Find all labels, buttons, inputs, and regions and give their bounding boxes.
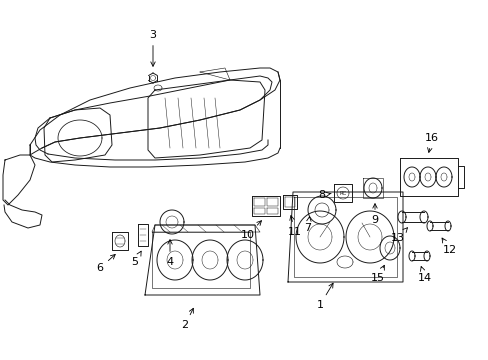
Text: RC: RC bbox=[339, 190, 346, 195]
Text: 16: 16 bbox=[424, 133, 438, 152]
Text: 1: 1 bbox=[316, 283, 332, 310]
Text: 14: 14 bbox=[417, 266, 431, 283]
Text: 8: 8 bbox=[318, 190, 330, 200]
Text: 4: 4 bbox=[166, 240, 173, 267]
Text: 2: 2 bbox=[181, 308, 193, 330]
Text: 15: 15 bbox=[370, 265, 384, 283]
Text: 5: 5 bbox=[131, 251, 141, 267]
Text: 6: 6 bbox=[96, 255, 115, 273]
Text: 3: 3 bbox=[149, 30, 156, 66]
Text: 7: 7 bbox=[304, 217, 311, 233]
Text: 11: 11 bbox=[287, 216, 302, 237]
Text: 13: 13 bbox=[390, 228, 407, 243]
Text: 12: 12 bbox=[441, 238, 456, 255]
Text: 9: 9 bbox=[371, 204, 378, 225]
Text: 10: 10 bbox=[241, 221, 261, 240]
